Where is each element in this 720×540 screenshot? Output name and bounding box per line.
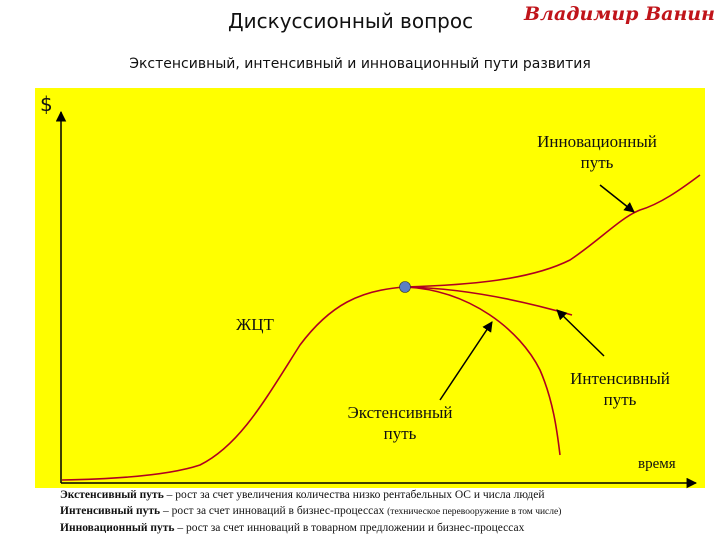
note-intensive-term: Интенсивный путь [60, 505, 161, 517]
note-extensive-term: Экстенсивный путь [60, 489, 164, 501]
branch-point [399, 281, 411, 293]
note-intensive: Интенсивный путь – рост за счет инноваци… [60, 503, 710, 520]
note-innovative-text: – рост за счет инноваций в товарном пред… [174, 522, 525, 534]
note-innovative-term: Инновационный путь [60, 522, 175, 534]
page-title: Дискуссионный вопрос [228, 9, 474, 33]
intensive-path-label: Интенсивный путь [550, 368, 690, 410]
x-axis-label: время [638, 456, 676, 472]
innovative-path-curve [404, 174, 701, 288]
note-extensive: Экстенсивный путь – рост за счет увеличе… [60, 487, 710, 503]
diagram-panel [35, 88, 705, 488]
intensive-path-curve [404, 286, 573, 316]
innovative-label-line1: Инновационный [537, 132, 657, 151]
note-intensive-small: (техническое перевооружение в том числе) [387, 507, 562, 517]
extensive-label-line1: Экстенсивный [347, 403, 453, 422]
note-extensive-text: – рост за счет увеличения количества низ… [163, 489, 545, 501]
extensive-path-curve [404, 286, 561, 456]
intensive-label-line2: путь [603, 390, 637, 409]
definitions-notes: Экстенсивный путь – рост за счет увеличе… [60, 487, 710, 536]
note-intensive-text: – рост за счет инноваций в бизнес-процес… [160, 505, 388, 517]
extensive-arrow [439, 321, 493, 401]
innovative-arrow [599, 184, 635, 213]
author-signature: Владимир Ванин [524, 3, 715, 25]
extensive-label-line2: путь [383, 424, 417, 443]
innovative-label-line2: путь [580, 153, 614, 172]
extensive-path-label: Экстенсивный путь [330, 402, 470, 444]
note-innovative: Инновационный путь – рост за счет иннова… [60, 520, 710, 536]
y-axis-label: $ [40, 92, 53, 116]
page-subtitle: Экстенсивный, интенсивный и инновационны… [129, 56, 591, 72]
lifecycle-curve [61, 286, 406, 481]
intensive-arrow [556, 309, 605, 357]
curve-label: ЖЦТ [236, 315, 274, 334]
innovative-path-label: Инновационный путь [522, 131, 672, 173]
intensive-label-line1: Интенсивный [570, 369, 670, 388]
